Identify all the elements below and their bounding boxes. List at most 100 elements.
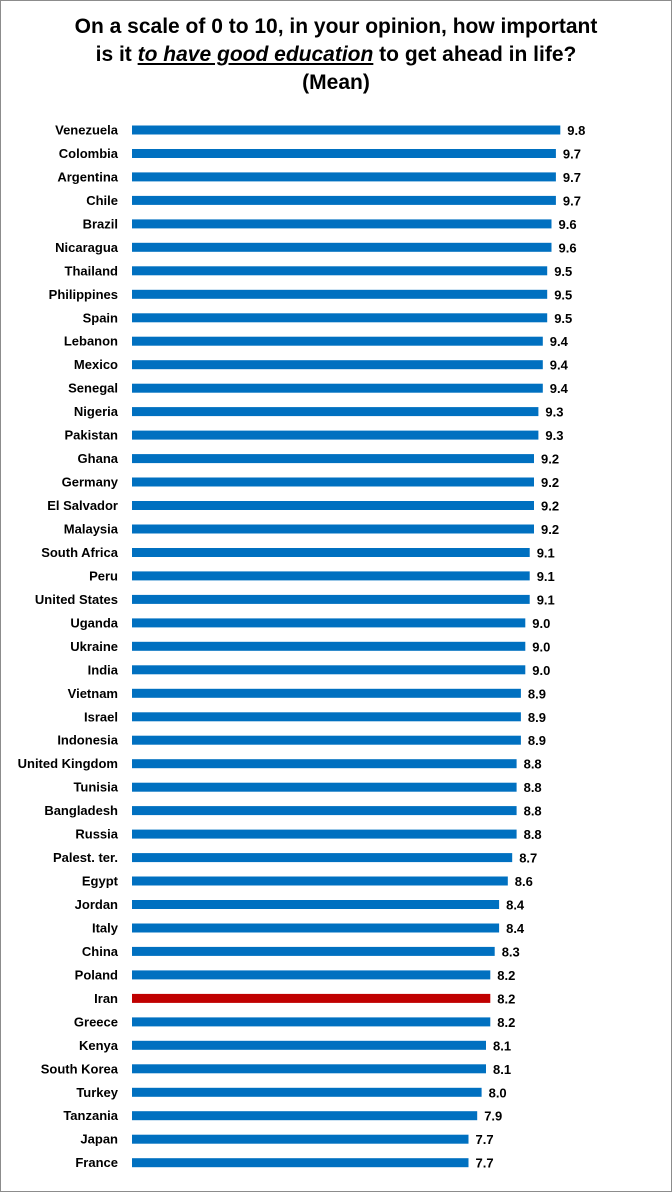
bar-united-kingdom bbox=[132, 759, 517, 769]
bar-south-korea bbox=[132, 1064, 486, 1074]
value-label: 8.9 bbox=[528, 686, 546, 701]
value-label: 9.7 bbox=[563, 193, 581, 208]
category-label: Japan bbox=[80, 1132, 118, 1147]
value-label: 9.0 bbox=[532, 616, 550, 631]
category-label: Mexico bbox=[74, 357, 118, 372]
category-label: Jordan bbox=[75, 897, 118, 912]
bar-israel bbox=[132, 712, 521, 722]
bar-el-salvador bbox=[132, 501, 534, 510]
bar-argentina bbox=[132, 172, 556, 182]
category-label: Egypt bbox=[82, 874, 119, 889]
bar-iran bbox=[132, 993, 491, 1003]
value-label: 7.7 bbox=[476, 1132, 494, 1147]
category-label: Chile bbox=[86, 193, 118, 208]
bar-philippines bbox=[132, 289, 548, 299]
bar-kenya bbox=[132, 1040, 486, 1050]
category-label: Nigeria bbox=[74, 404, 119, 419]
title-emphasis: to have good education bbox=[137, 43, 374, 66]
category-label: Indonesia bbox=[57, 733, 118, 748]
title-line-3: (Mean) bbox=[302, 71, 370, 94]
category-label: Senegal bbox=[68, 381, 118, 396]
category-label: France bbox=[75, 1155, 118, 1170]
bar-chile bbox=[132, 195, 556, 205]
category-label: Iran bbox=[94, 991, 118, 1006]
category-label: Turkey bbox=[76, 1085, 118, 1100]
category-label: South Korea bbox=[41, 1061, 119, 1076]
category-label: Greece bbox=[74, 1014, 118, 1029]
category-label: Kenya bbox=[79, 1038, 119, 1053]
category-label: Tanzania bbox=[63, 1108, 118, 1123]
bar-france bbox=[132, 1158, 469, 1168]
value-label: 8.4 bbox=[506, 898, 525, 913]
value-label: 9.2 bbox=[541, 499, 559, 514]
bar-pakistan bbox=[132, 430, 539, 440]
bar-jordan bbox=[132, 900, 500, 909]
category-label: Pakistan bbox=[65, 428, 119, 443]
value-label: 8.0 bbox=[489, 1085, 507, 1100]
category-label: Ghana bbox=[78, 451, 119, 466]
bar-china bbox=[132, 946, 495, 956]
bar-mexico bbox=[132, 360, 543, 370]
category-label: United States bbox=[35, 592, 118, 607]
bar-senegal bbox=[132, 383, 543, 393]
value-label: 9.2 bbox=[541, 452, 559, 467]
bar-germany bbox=[132, 477, 534, 487]
value-label: 9.3 bbox=[545, 405, 563, 420]
bar-nicaragua bbox=[132, 242, 552, 252]
category-label: Lebanon bbox=[64, 334, 118, 349]
bar-vietnam bbox=[132, 688, 521, 698]
value-label: 8.4 bbox=[506, 921, 525, 936]
value-label: 8.2 bbox=[497, 968, 515, 983]
bar-india bbox=[132, 665, 526, 675]
value-label: 9.6 bbox=[559, 217, 577, 232]
bar-colombia bbox=[132, 149, 556, 158]
value-label: 8.8 bbox=[524, 804, 542, 819]
value-label: 8.9 bbox=[528, 733, 546, 748]
category-label: Argentina bbox=[57, 169, 118, 184]
category-label: Spain bbox=[83, 310, 118, 325]
value-label: 9.4 bbox=[550, 358, 569, 373]
category-label: Poland bbox=[75, 967, 118, 982]
category-label: Colombia bbox=[59, 146, 119, 161]
category-label: Philippines bbox=[49, 287, 118, 302]
value-label: 7.7 bbox=[476, 1156, 494, 1171]
bar-peru bbox=[132, 571, 530, 581]
category-label: United Kingdom bbox=[18, 756, 118, 771]
bar-russia bbox=[132, 829, 517, 839]
category-label: Germany bbox=[62, 475, 119, 490]
category-label: China bbox=[82, 944, 119, 959]
value-label: 9.4 bbox=[550, 381, 569, 396]
category-label: Nicaragua bbox=[55, 240, 119, 255]
category-label: Uganda bbox=[70, 615, 118, 630]
bar-tanzania bbox=[132, 1111, 478, 1121]
category-label: Russia bbox=[75, 827, 118, 842]
bar-egypt bbox=[132, 876, 508, 886]
bar-thailand bbox=[132, 266, 548, 276]
title-line-2: is it to have good education to get ahea… bbox=[1, 41, 671, 69]
value-label: 9.5 bbox=[554, 311, 572, 326]
category-label: South Africa bbox=[41, 545, 119, 560]
bar-japan bbox=[132, 1134, 469, 1144]
value-label: 8.1 bbox=[493, 1062, 511, 1077]
bar-united-states bbox=[132, 594, 530, 604]
title-line-1: On a scale of 0 to 10, in your opinion, … bbox=[74, 15, 598, 38]
bar-greece bbox=[132, 1017, 491, 1027]
category-label: Malaysia bbox=[64, 522, 119, 537]
title-line-2-end: to get ahead in life? bbox=[373, 43, 577, 66]
bar-lebanon bbox=[132, 336, 543, 346]
bar-uganda bbox=[132, 618, 526, 628]
value-label: 9.2 bbox=[541, 475, 559, 490]
value-label: 9.5 bbox=[554, 264, 572, 279]
bar-venezuela bbox=[132, 125, 561, 135]
bar-ghana bbox=[132, 454, 534, 464]
bar-tunisia bbox=[132, 782, 517, 792]
bar-ukraine bbox=[132, 641, 526, 651]
value-label: 8.8 bbox=[524, 827, 542, 842]
chart-title: On a scale of 0 to 10, in your opinion, … bbox=[1, 13, 671, 97]
bar-south-africa bbox=[132, 548, 530, 557]
bar-turkey bbox=[132, 1087, 482, 1097]
value-label: 8.3 bbox=[502, 944, 520, 959]
category-label: Thailand bbox=[65, 263, 119, 278]
value-label: 9.5 bbox=[554, 287, 572, 302]
